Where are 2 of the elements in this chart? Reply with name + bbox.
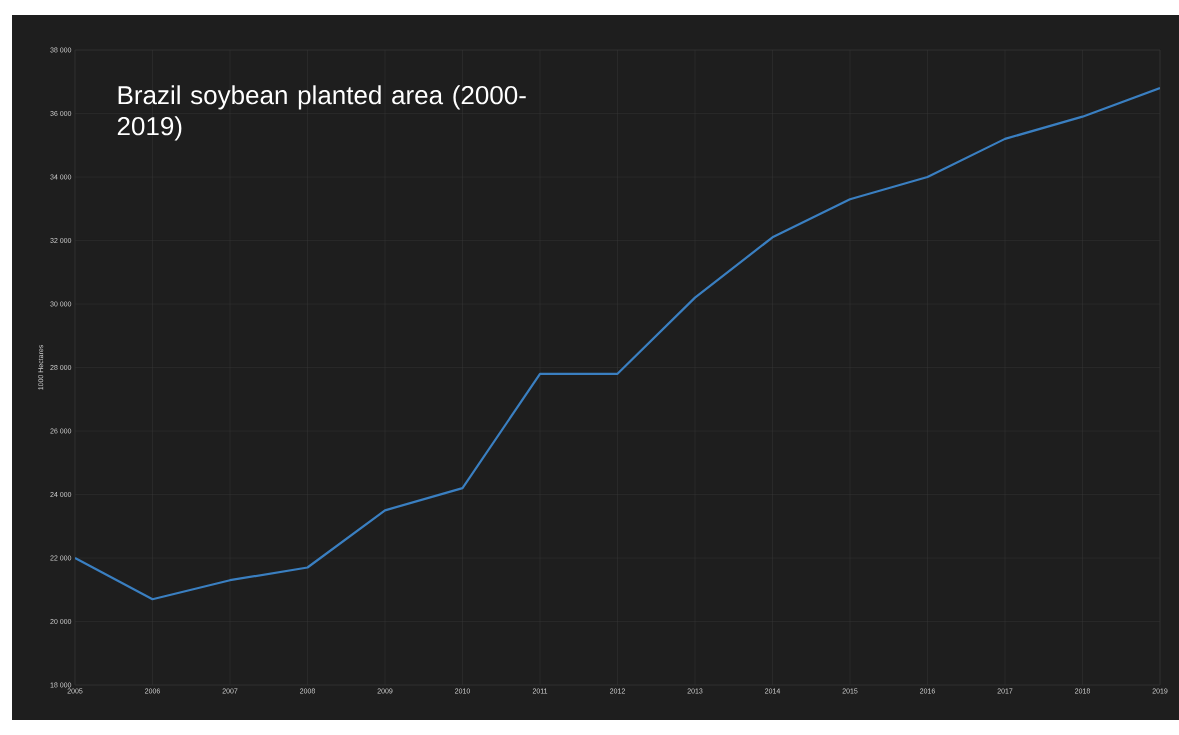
- line-series: [75, 86, 1160, 601]
- text: Brazil soybean planted area (2000-2019): [117, 85, 526, 141]
